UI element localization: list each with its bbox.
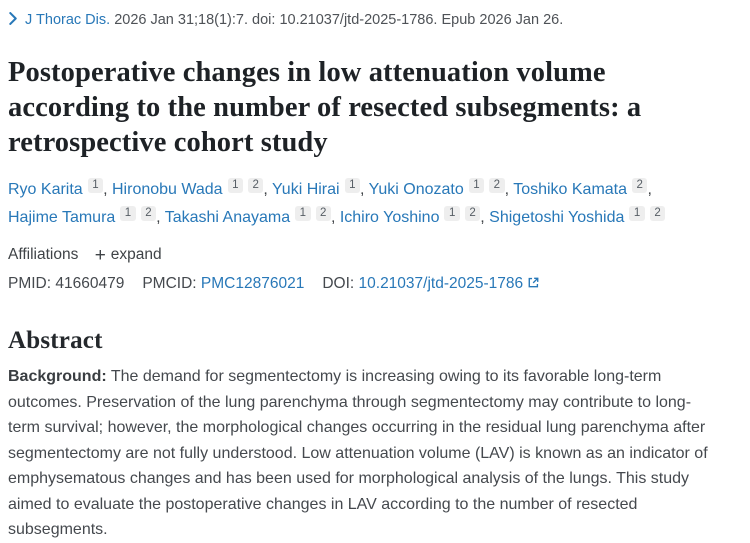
author-affiliation-number[interactable]: 1 — [227, 178, 243, 193]
author-affiliation-number[interactable]: 2 — [315, 206, 331, 221]
author-affiliation-number[interactable]: 2 — [632, 178, 648, 193]
author-link[interactable]: Ichiro Yoshino — [339, 209, 440, 226]
author-link[interactable]: Yuki Hirai — [272, 181, 340, 198]
doi-link[interactable]: 10.21037/jtd-2025-1786 — [358, 275, 524, 292]
author-affiliation-number[interactable]: 1 — [344, 178, 360, 193]
author-separator: , — [359, 181, 369, 198]
author-separator: , — [480, 209, 490, 226]
pmcid-label: PMCID: — [142, 275, 197, 292]
author-separator: , — [647, 181, 652, 198]
pmid-value: 41660479 — [55, 275, 125, 292]
author-affiliation-number[interactable]: 1 — [87, 178, 104, 193]
author-link[interactable]: Toshiko Kamata — [513, 181, 628, 198]
author-affiliation-number[interactable]: 2 — [489, 178, 505, 193]
expand-label: expand — [110, 246, 162, 263]
author-affiliation-number[interactable]: 1 — [629, 206, 645, 221]
author-separator: , — [263, 181, 272, 198]
author-affiliation-number[interactable]: 1 — [468, 178, 485, 193]
abstract-background-paragraph: Background: The demand for segmentectomy… — [8, 364, 720, 543]
affiliations-row: Affiliations + expand — [8, 245, 720, 265]
pmid-group: PMID: 41660479 — [8, 274, 124, 294]
author-link[interactable]: Ryo Karita — [8, 181, 83, 198]
author-separator: , — [330, 209, 340, 226]
expand-affiliations-button[interactable]: + expand — [94, 245, 162, 266]
title-line: retrospective cohort study — [8, 127, 328, 158]
identifiers-row: PMID: 41660479 PMCID: PMC12876021 DOI: 1… — [8, 274, 720, 294]
author-affiliation-number[interactable]: 2 — [464, 206, 481, 221]
plus-icon: + — [94, 245, 106, 266]
external-link-icon — [527, 275, 540, 295]
doi-label: DOI: — [322, 275, 355, 292]
pmcid-group: PMCID: PMC12876021 — [142, 274, 304, 294]
pmid-label: PMID: — [8, 275, 52, 292]
author-link[interactable]: Hajime Tamura — [8, 209, 116, 226]
background-label: Background: — [8, 368, 107, 385]
author-affiliation-number[interactable]: 1 — [120, 206, 136, 221]
journal-citation: J Thorac Dis. 2026 Jan 31;18(1):7. doi: … — [8, 10, 720, 30]
abstract-heading: Abstract — [8, 327, 103, 354]
doi-group: DOI: 10.21037/jtd-2025-1786 — [322, 274, 540, 294]
pmcid-link[interactable]: PMC12876021 — [200, 275, 305, 292]
background-text: The demand for segmentectomy is increasi… — [8, 368, 708, 538]
author-separator: , — [156, 209, 165, 226]
author-link[interactable]: Shigetoshi Yoshida — [489, 209, 625, 226]
citation-details: 2026 Jan 31;18(1):7. doi: 10.21037/jtd-2… — [114, 12, 564, 28]
title-line: according to the number of resected subs… — [8, 92, 642, 123]
article-title: Postoperative changes in low attenuation… — [8, 55, 720, 160]
authors-list: Ryo Karita 1, Hironobu Wada 1 2, Yuki Hirai… — [8, 176, 720, 232]
title-line: Postoperative changes in low attenuation… — [8, 57, 606, 88]
author-affiliation-number[interactable]: 1 — [444, 206, 460, 221]
affiliations-label: Affiliations — [8, 246, 79, 263]
chevron-right-icon[interactable] — [8, 11, 18, 31]
author-link[interactable]: Hironobu Wada — [112, 181, 223, 198]
author-affiliation-number[interactable]: 2 — [649, 206, 666, 221]
author-link[interactable]: Takashi Anayama — [164, 209, 291, 226]
author-affiliation-number[interactable]: 2 — [140, 206, 157, 221]
author-separator: , — [103, 181, 112, 198]
author-affiliation-number[interactable]: 1 — [295, 206, 311, 221]
journal-link[interactable]: J Thorac Dis. — [25, 12, 111, 28]
author-affiliation-number[interactable]: 2 — [247, 178, 264, 193]
author-separator: , — [504, 181, 514, 198]
author-link[interactable]: Yuki Onozato — [368, 181, 464, 198]
